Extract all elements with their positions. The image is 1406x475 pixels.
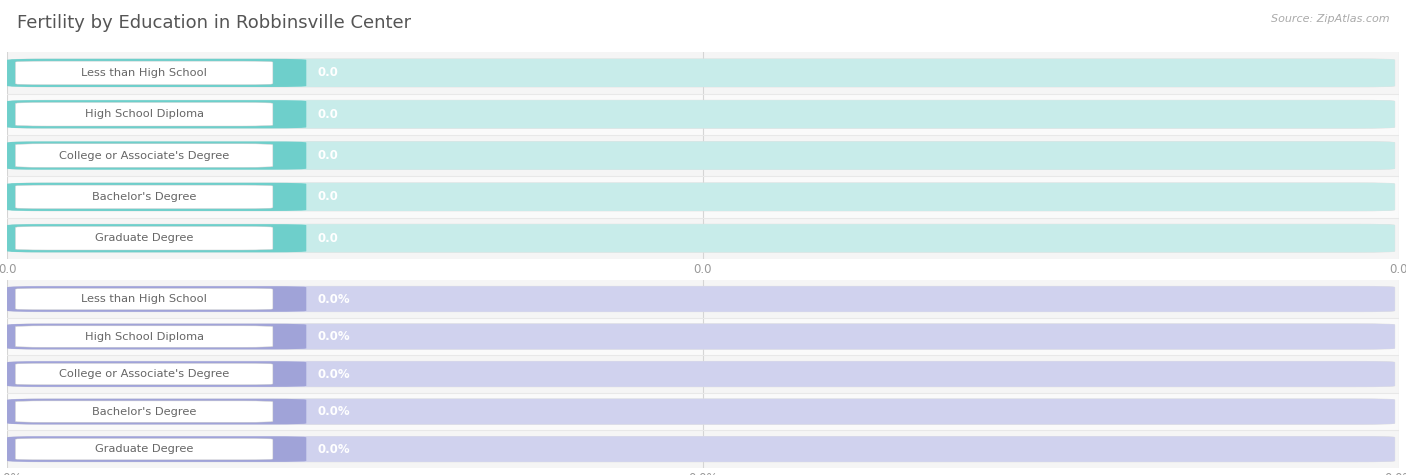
FancyBboxPatch shape: [11, 100, 1395, 128]
FancyBboxPatch shape: [11, 183, 1395, 211]
Text: 0.0%: 0.0%: [318, 443, 350, 456]
Bar: [7, 176, 1399, 218]
Text: 0.0: 0.0: [318, 66, 339, 79]
FancyBboxPatch shape: [15, 288, 273, 310]
FancyBboxPatch shape: [7, 399, 307, 424]
Text: Bachelor's Degree: Bachelor's Degree: [91, 407, 197, 417]
Bar: [7, 355, 1399, 393]
FancyBboxPatch shape: [7, 224, 307, 252]
Bar: [7, 218, 1399, 259]
Text: Bachelor's Degree: Bachelor's Degree: [91, 192, 197, 202]
Text: High School Diploma: High School Diploma: [84, 332, 204, 342]
Text: College or Associate's Degree: College or Associate's Degree: [59, 369, 229, 379]
Text: 0.0%: 0.0%: [318, 293, 350, 305]
FancyBboxPatch shape: [11, 59, 1395, 87]
FancyBboxPatch shape: [15, 185, 273, 209]
FancyBboxPatch shape: [11, 100, 1395, 128]
Text: Source: ZipAtlas.com: Source: ZipAtlas.com: [1271, 14, 1389, 24]
Text: 0.0: 0.0: [318, 108, 339, 121]
FancyBboxPatch shape: [7, 361, 307, 387]
FancyBboxPatch shape: [11, 437, 1395, 462]
Bar: [7, 135, 1399, 176]
FancyBboxPatch shape: [11, 399, 1395, 424]
FancyBboxPatch shape: [11, 399, 1395, 424]
Text: 0.0%: 0.0%: [318, 405, 350, 418]
FancyBboxPatch shape: [15, 61, 273, 85]
Bar: [7, 318, 1399, 355]
FancyBboxPatch shape: [11, 183, 1395, 211]
FancyBboxPatch shape: [15, 363, 273, 385]
Bar: [7, 52, 1399, 94]
Text: 0.0: 0.0: [318, 232, 339, 245]
FancyBboxPatch shape: [7, 324, 307, 349]
Text: High School Diploma: High School Diploma: [84, 109, 204, 119]
FancyBboxPatch shape: [11, 224, 1395, 252]
FancyBboxPatch shape: [7, 437, 307, 462]
FancyBboxPatch shape: [11, 286, 1395, 312]
FancyBboxPatch shape: [15, 438, 273, 460]
FancyBboxPatch shape: [7, 59, 307, 87]
FancyBboxPatch shape: [15, 401, 273, 422]
FancyBboxPatch shape: [15, 326, 273, 347]
Text: 0.0: 0.0: [318, 149, 339, 162]
FancyBboxPatch shape: [11, 286, 1395, 312]
Text: 0.0%: 0.0%: [318, 330, 350, 343]
Text: College or Associate's Degree: College or Associate's Degree: [59, 151, 229, 161]
Text: Less than High School: Less than High School: [82, 294, 207, 304]
FancyBboxPatch shape: [11, 361, 1395, 387]
FancyBboxPatch shape: [11, 59, 1395, 87]
FancyBboxPatch shape: [11, 361, 1395, 387]
Bar: [7, 430, 1399, 468]
Text: Graduate Degree: Graduate Degree: [96, 444, 193, 454]
Text: 0.0%: 0.0%: [318, 368, 350, 380]
Text: Fertility by Education in Robbinsville Center: Fertility by Education in Robbinsville C…: [17, 14, 411, 32]
FancyBboxPatch shape: [11, 142, 1395, 170]
FancyBboxPatch shape: [7, 142, 307, 170]
Text: Less than High School: Less than High School: [82, 68, 207, 78]
FancyBboxPatch shape: [11, 437, 1395, 462]
FancyBboxPatch shape: [7, 100, 307, 128]
FancyBboxPatch shape: [11, 142, 1395, 170]
FancyBboxPatch shape: [11, 324, 1395, 349]
FancyBboxPatch shape: [11, 324, 1395, 349]
FancyBboxPatch shape: [7, 286, 307, 312]
FancyBboxPatch shape: [11, 224, 1395, 252]
Bar: [7, 393, 1399, 430]
Text: 0.0: 0.0: [318, 190, 339, 203]
Bar: [7, 94, 1399, 135]
Text: Graduate Degree: Graduate Degree: [96, 233, 193, 243]
FancyBboxPatch shape: [15, 103, 273, 126]
Bar: [7, 280, 1399, 318]
FancyBboxPatch shape: [15, 144, 273, 167]
FancyBboxPatch shape: [15, 227, 273, 250]
FancyBboxPatch shape: [7, 183, 307, 211]
